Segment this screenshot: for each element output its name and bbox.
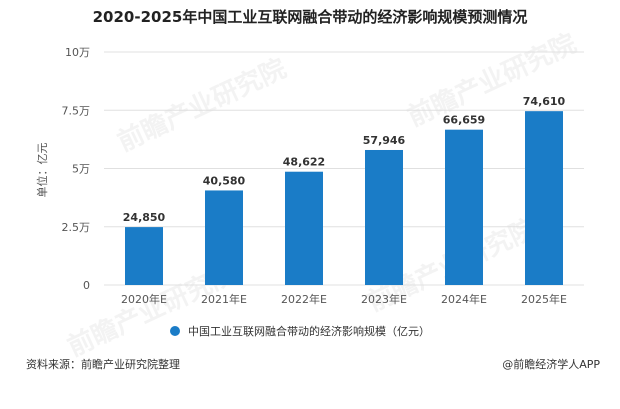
- x-tick-label: 2020年E: [121, 292, 167, 306]
- legend: 中国工业互联网融合带动的经济影响规模（亿元）: [170, 323, 430, 339]
- x-tick-label: 2022年E: [281, 292, 327, 306]
- bar-value-label: 40,580: [203, 174, 246, 187]
- bar-value-label: 57,946: [363, 134, 406, 147]
- x-tick-label: 2023年E: [361, 292, 407, 306]
- bar-value-label: 24,850: [123, 211, 166, 224]
- bar-value-labels: 24,850 40,580 48,622 57,946 66,659 74,610: [123, 95, 566, 224]
- y-axis-ticks: 0 2.5万 5万 7.5万 10万: [62, 46, 91, 292]
- bar: [125, 227, 163, 285]
- bar-value-label: 66,659: [443, 114, 485, 127]
- bar: [445, 129, 483, 285]
- chart-title: 2020-2025年中国工业互联网融合带动的经济影响规模预测情况: [92, 8, 528, 26]
- x-tick-label: 2024年E: [441, 292, 487, 306]
- grid-lines: [104, 51, 584, 286]
- source-note: 资料来源：前瞻产业研究院整理: [26, 358, 180, 371]
- y-tick-label: 10万: [65, 46, 90, 59]
- legend-marker: [170, 326, 180, 336]
- y-axis-label: 单位：亿元: [35, 143, 49, 198]
- y-tick-label: 5万: [72, 163, 90, 176]
- y-tick-label: 7.5万: [62, 104, 91, 117]
- y-tick-label: 2.5万: [62, 221, 91, 234]
- x-tick-label: 2021年E: [201, 292, 247, 306]
- bar: [365, 149, 403, 285]
- bars: [125, 111, 563, 286]
- bar: [525, 111, 563, 286]
- y-tick-label: 0: [83, 279, 90, 292]
- x-tick-label: 2025年E: [521, 292, 567, 306]
- bar: [205, 190, 243, 285]
- bar-value-label: 48,622: [283, 156, 325, 169]
- bar-chart: 0 2.5万 5万 7.5万 10万 24,850 40,580 48,622 57,946 6…: [35, 46, 584, 306]
- brand-credit: @前瞻经济学人APP: [502, 358, 600, 371]
- x-axis-ticks: 2020年E 2021年E 2022年E 2023年E 2024年E 2025年E: [121, 292, 567, 306]
- bar: [285, 171, 323, 285]
- bar-value-label: 74,610: [523, 95, 566, 108]
- legend-label: 中国工业互联网融合带动的经济影响规模（亿元）: [188, 325, 430, 338]
